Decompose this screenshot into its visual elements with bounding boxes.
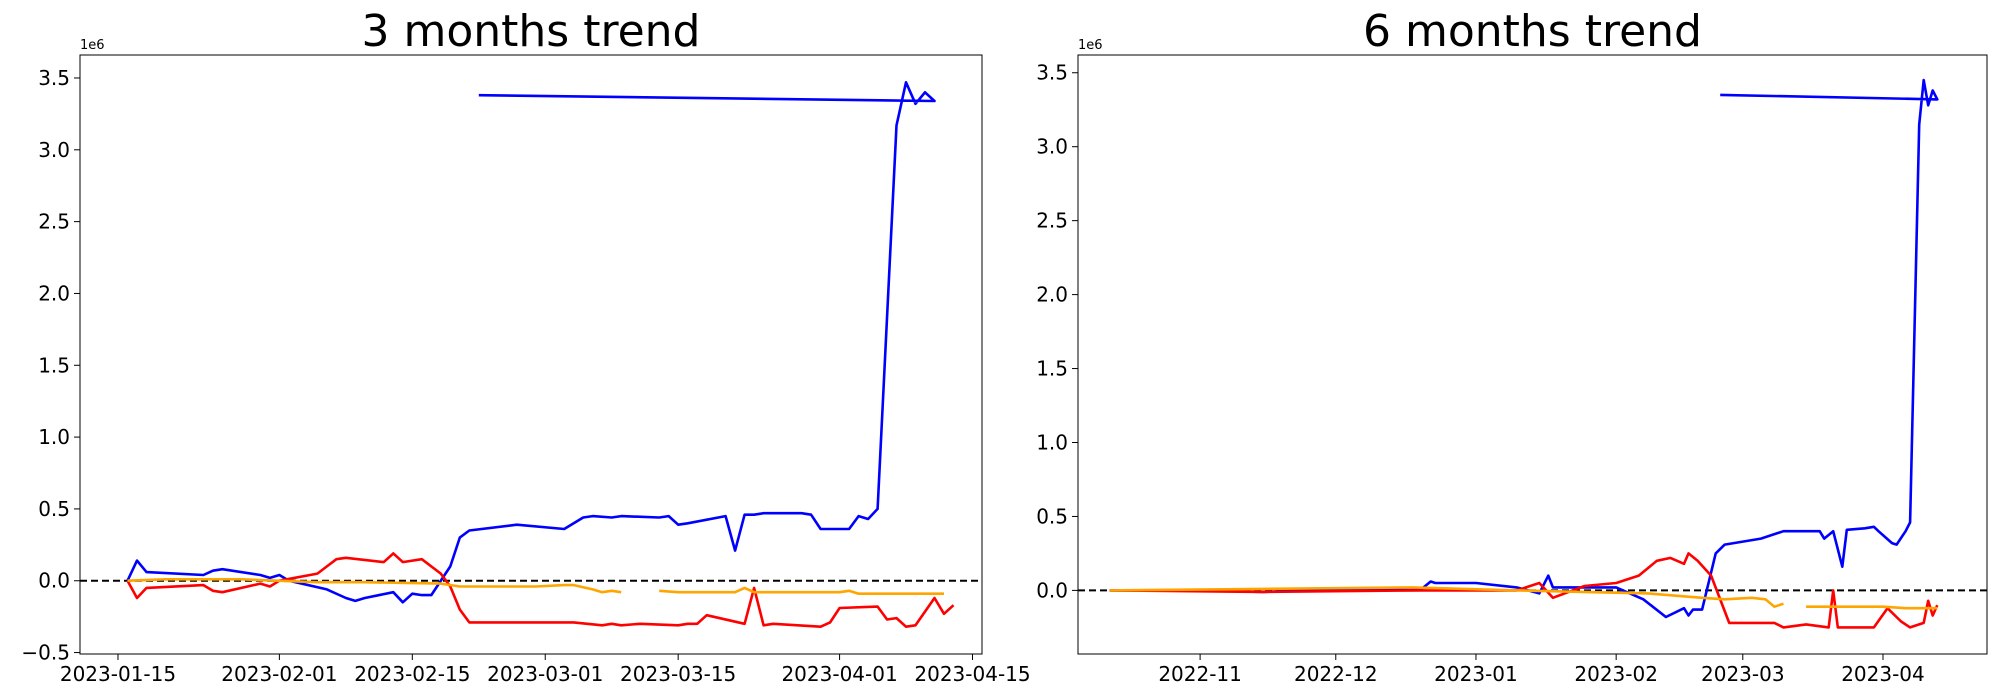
x-tick-label: 2023-01: [1434, 662, 1518, 686]
x-tick-label: 2023-04-15: [914, 662, 1030, 686]
y-tick-label: 3.5: [1036, 61, 1068, 85]
plot-frame: [79, 54, 983, 655]
y-tick-label: 3.0: [38, 138, 70, 162]
x-tick-label: 2023-03: [1701, 662, 1785, 686]
y-tick-label: 1.5: [1036, 357, 1068, 381]
x-tick-label: 2022-11: [1158, 662, 1242, 686]
x-tick-label: 2022-12: [1294, 662, 1378, 686]
x-tick-label: 2023-01-15: [60, 662, 176, 686]
y-tick-label: 0.0: [38, 569, 70, 593]
y-tick-label: 0.5: [38, 497, 70, 521]
y-tick-label: 0.0: [1036, 578, 1068, 602]
plot-frame: [1077, 54, 1988, 655]
series-line: [127, 578, 944, 595]
y-tick-label: 2.0: [1036, 283, 1068, 307]
series-line: [1109, 78, 1939, 619]
series-line: [126, 552, 955, 628]
y-tick-label: 3.5: [38, 66, 70, 90]
y-tick-label: −0.5: [21, 641, 70, 665]
y-tick-label: 1.0: [1036, 431, 1068, 455]
chart-title: 3 months trend: [362, 6, 701, 57]
x-tick-label: 2023-03-15: [620, 662, 736, 686]
x-tick-label: 2023-04: [1841, 662, 1925, 686]
y-tick-label: 1.5: [38, 353, 70, 377]
y-tick-label: 0.5: [1036, 504, 1068, 528]
offset-label: 1e6: [1078, 38, 1103, 53]
y-tick-label: 3.0: [1036, 135, 1068, 159]
offset-label: 1e6: [80, 38, 105, 53]
x-tick-label: 2023-02-01: [221, 662, 337, 686]
x-tick-label: 2023-02-15: [354, 662, 470, 686]
x-tick-label: 2023-03-01: [487, 662, 603, 686]
y-tick-label: 2.5: [38, 210, 70, 234]
series-line: [126, 81, 936, 604]
series-line: [1109, 586, 1938, 610]
x-tick-label: 2023-02: [1574, 662, 1658, 686]
chart-title: 6 months trend: [1363, 6, 1702, 57]
y-tick-label: 2.5: [1036, 209, 1068, 233]
y-tick-label: 2.0: [38, 281, 70, 305]
x-tick-label: 2023-04-01: [781, 662, 897, 686]
y-tick-label: 1.0: [38, 425, 70, 449]
